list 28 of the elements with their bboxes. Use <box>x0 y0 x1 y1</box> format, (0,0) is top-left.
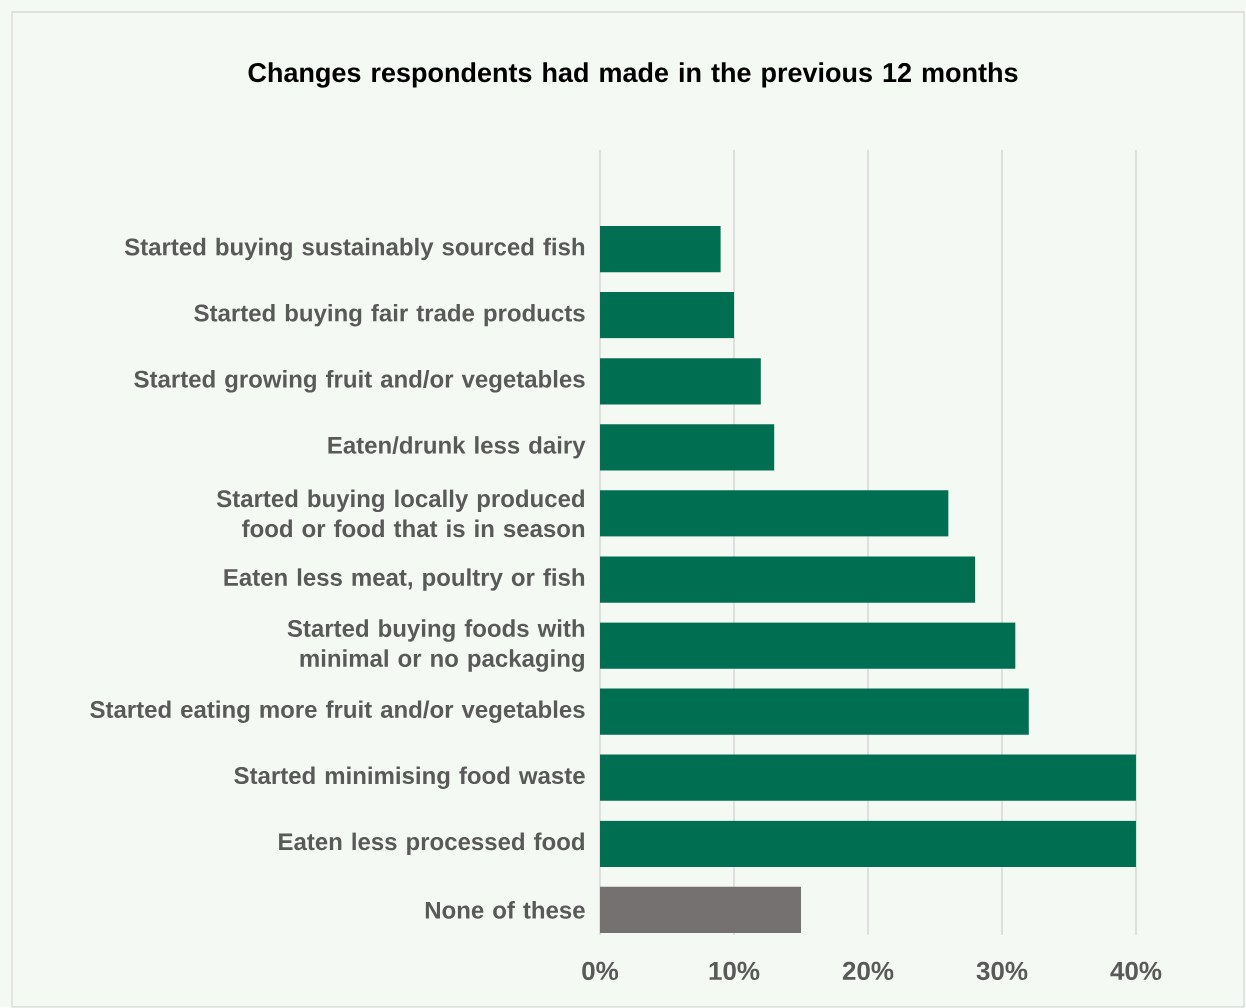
y-tick-label: Started growing fruit and/or vegetables <box>134 370 585 393</box>
y-tick-label: Started buying foods with minimal or no packaging <box>287 619 585 672</box>
x-tick-label: 0% <box>582 961 619 981</box>
y-tick-label: Started buying locally produced food or food that is in season <box>216 489 585 538</box>
bar <box>600 358 761 405</box>
x-tick-label: 40% <box>1110 961 1162 981</box>
bar <box>600 226 721 273</box>
bar <box>600 754 1136 802</box>
y-tick-label: Eaten less processed food <box>279 832 584 856</box>
x-tick-label: 30% <box>976 961 1028 981</box>
y-tick-label: Eaten/drunk less dairy <box>328 436 586 459</box>
y-tick-label: Started buying fair trade products <box>194 304 585 327</box>
y-tick-label: Eaten less meat, poultry or fish <box>224 568 585 591</box>
bar <box>600 688 1029 735</box>
x-tick-label: 10% <box>709 961 760 981</box>
y-tick-label: Started buying sustainably sourced fish <box>124 238 585 261</box>
bar <box>600 556 976 603</box>
bar <box>600 886 801 934</box>
y-tick-label: None of these <box>425 901 585 919</box>
y-tick-label: Started eating more fruit and/or vegetables <box>90 700 585 724</box>
chart-title: Changes respondents had made in the previous 12 months <box>248 62 1018 88</box>
bar <box>600 490 949 537</box>
y-tick-label: Started minimising food waste <box>234 766 585 790</box>
bar <box>600 622 1016 669</box>
x-tick-label: 20% <box>842 961 894 981</box>
bar <box>600 292 734 339</box>
bar <box>600 820 1136 868</box>
bar <box>600 424 775 471</box>
